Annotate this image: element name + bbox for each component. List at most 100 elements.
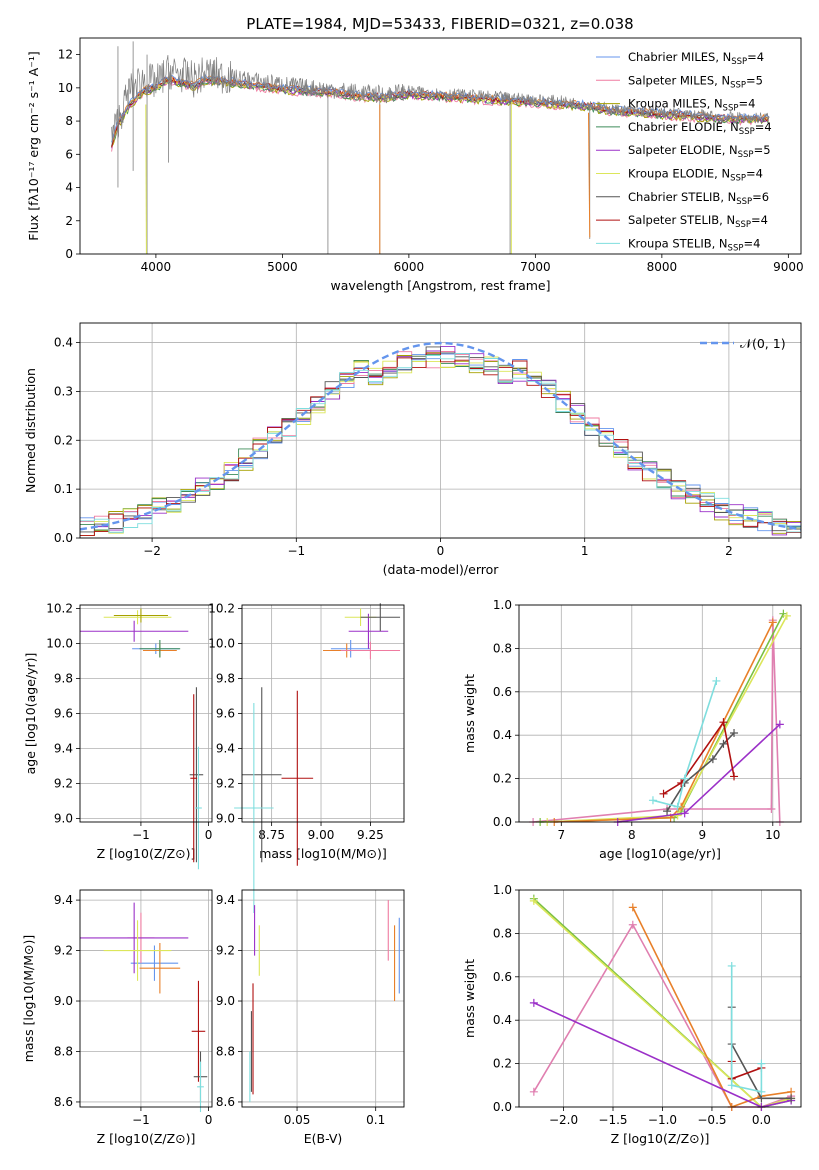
x-tick-label: 2 — [725, 544, 733, 558]
mass-weight-marker — [529, 1087, 538, 1096]
x-tick-label: 8 — [628, 828, 636, 842]
x-tick-label: 9000 — [773, 260, 804, 274]
y-tick-label: 9.2 — [216, 944, 235, 958]
y-tick-label: 8 — [65, 114, 73, 128]
mass-weight-marker — [708, 755, 717, 764]
y-tick-label: 0.3 — [54, 384, 73, 398]
y-tick-label: 9.2 — [54, 777, 73, 791]
legend-label: Chabrier MILES, NSSP=4 — [628, 50, 764, 67]
age-vs-Z-frame — [79, 604, 213, 823]
mass-weight-line — [540, 613, 785, 823]
mass-weight-line — [554, 622, 774, 823]
x-tick-label: 0.1 — [366, 1113, 385, 1127]
x-axis-label: Z [log10(Z/Z⊙)] — [97, 846, 196, 861]
residuals-frame — [79, 322, 802, 539]
x-axis-label: age [log10(age/yr)] — [599, 846, 721, 861]
x-tick-label: −1 — [132, 828, 150, 842]
y-tick-label: 0.0 — [54, 531, 73, 545]
x-tick-label: 0 — [205, 1113, 213, 1127]
x-tick-label: 7 — [557, 828, 565, 842]
y-tick-label: 9.2 — [216, 777, 235, 791]
mass-weight-marker — [757, 1059, 766, 1068]
y-tick-label: 0 — [65, 247, 73, 261]
y-tick-label: 8.8 — [216, 1044, 235, 1058]
legend-label: 𝒩(0, 1) — [740, 336, 786, 351]
x-tick-label: −1.0 — [648, 1113, 677, 1127]
mass-vs-Z-frame — [79, 889, 213, 1108]
x-axis-label: wavelength [Angstrom, rest frame] — [330, 278, 550, 293]
legend-label: Salpeter STELIB, NSSP=4 — [628, 213, 768, 230]
mass-vs-Z-axes — [76, 890, 212, 1111]
y-tick-label: 2 — [65, 214, 73, 228]
y-tick-label: 10.2 — [208, 602, 235, 616]
y-tick-label: 10 — [58, 81, 73, 95]
x-tick-label: −1 — [132, 1113, 150, 1127]
mass-weight-marker — [757, 1087, 766, 1096]
legend-label-sub: SSP — [723, 104, 739, 114]
y-axis-label: mass weight — [462, 959, 477, 1038]
x-tick-label: 0 — [437, 544, 445, 558]
legend-label-rest: =5 — [754, 143, 771, 157]
mass-vs-EBV-axes — [238, 890, 404, 1111]
y-axis-label: Flux [fλ10⁻¹⁷ erg cm⁻² s⁻¹ A⁻¹] — [26, 51, 41, 240]
mass-vs-EBV-points — [249, 900, 400, 1102]
mass-weight-vs-Z-frame — [518, 889, 802, 1108]
mass-weight-line — [632, 907, 792, 1108]
mass-weight-marker — [782, 611, 791, 620]
age-vs-Z-axes — [76, 605, 212, 826]
y-tick-label: 9.4 — [216, 893, 235, 907]
y-tick-label: 0.6 — [493, 970, 512, 984]
data-spectrum-line — [111, 54, 770, 143]
mass-weight-marker — [659, 789, 668, 798]
legend-label-sub: SSP — [730, 174, 746, 184]
mass-weight-line — [533, 620, 781, 823]
y-tick-label: 0.0 — [493, 1100, 512, 1114]
legend-label: Kroupa ELODIE, NSSP=4 — [628, 167, 763, 184]
y-tick-label: 0.4 — [54, 336, 73, 350]
y-tick-label: 10.0 — [46, 637, 73, 651]
x-axis-label: Z [log10(Z/Z⊙)] — [611, 1131, 710, 1146]
mass-weight-marker — [529, 896, 538, 905]
mass-weight-marker — [673, 811, 682, 820]
y-tick-label: 9.0 — [54, 812, 73, 826]
y-tick-label: 0.8 — [493, 641, 512, 655]
x-axis-label: Z [log10(Z/Z⊙)] — [97, 1131, 196, 1146]
legend-label-sub: SSP — [739, 127, 755, 137]
mass-weight-line — [652, 680, 718, 808]
y-tick-label: 0.4 — [493, 1013, 512, 1027]
y-axis-label: mass [log10(M/M⊙)] — [21, 935, 36, 1063]
mass-weight-marker — [719, 739, 728, 748]
y-tick-label: 6 — [65, 147, 73, 161]
mass-vs-EBV-frame — [241, 889, 405, 1108]
x-tick-label: 8000 — [647, 260, 678, 274]
mass-weight-marker — [727, 961, 736, 970]
x-tick-label: 8.75 — [258, 828, 285, 842]
mass-weight-marker — [775, 720, 784, 729]
legend-label-sub: SSP — [730, 80, 746, 90]
x-axis-label: mass [log10(M/M⊙)] — [259, 846, 387, 861]
legend-label-rest: =4 — [743, 236, 760, 250]
mass-weight-marker — [628, 920, 637, 929]
y-tick-label: 0.0 — [493, 815, 512, 829]
legend-label-rest: =4 — [738, 97, 755, 111]
x-tick-label: −1 — [287, 544, 305, 558]
x-tick-label: −2.0 — [549, 1113, 578, 1127]
y-tick-label: 9.4 — [216, 742, 235, 756]
legend-label-rest: =4 — [751, 213, 768, 227]
legend-label: Kroupa STELIB, NSSP=4 — [628, 236, 760, 253]
mass-weight-line — [663, 720, 735, 795]
age-vs-mass-points — [234, 603, 401, 913]
legend-label-rest: =4 — [747, 50, 764, 64]
x-tick-label: 9.00 — [308, 828, 335, 842]
y-tick-label: 0.1 — [54, 482, 73, 496]
mass-weight-marker — [663, 807, 672, 816]
y-axis-label: mass weight — [462, 674, 477, 753]
x-tick-label: −2 — [143, 544, 161, 558]
y-tick-label: 9.0 — [216, 812, 235, 826]
mass-weight-vs-age-frame — [518, 604, 802, 823]
figure-title: PLATE=1984, MJD=53433, FIBERID=0321, z=0… — [246, 15, 633, 33]
y-tick-label: 0.6 — [493, 685, 512, 699]
mass-weight-marker — [767, 804, 776, 813]
mass-weight-marker — [628, 903, 637, 912]
mass-weight-marker — [712, 676, 721, 685]
